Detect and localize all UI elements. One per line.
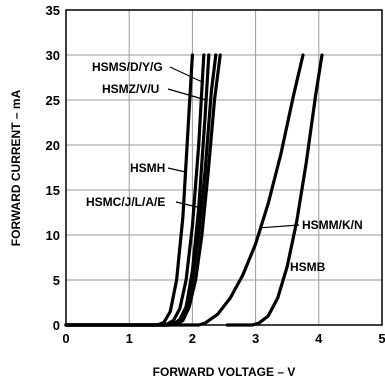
- x-tick-label: 2: [189, 331, 196, 346]
- y-axis-title: FORWARD CURRENT – mA: [9, 89, 23, 246]
- series-callout-label: HSMB: [290, 260, 326, 274]
- series-callout-label: HSMS/D/Y/G: [92, 60, 163, 74]
- callout-leader: [167, 167, 186, 173]
- series-line-6: [225, 53, 324, 327]
- callout-leader: [283, 266, 288, 276]
- y-tick-label: 35: [46, 3, 60, 18]
- y-tick-labels: 0 5 10 15 20 25 30 35: [46, 3, 60, 333]
- annotation-layer: HSMS/D/Y/G HSMZ/V/U HSMH HSMC/J/L/A/E HSMM/K…: [86, 60, 363, 276]
- plot-area-background: [66, 10, 382, 325]
- x-axis-title: FORWARD VOLTAGE – V: [153, 365, 296, 379]
- y-tick-label: 20: [46, 138, 60, 153]
- series-line-5: [64, 53, 305, 327]
- y-tick-label: 5: [53, 273, 60, 288]
- y-tick-label: 0: [53, 318, 60, 333]
- callout-leader: [175, 201, 202, 209]
- series-callout-label: HSMC/J/L/A/E: [86, 195, 165, 209]
- callout-leader: [260, 224, 300, 229]
- y-tick-label: 10: [46, 228, 60, 243]
- callout-leader: [167, 88, 207, 101]
- series-callout-label: HSMZ/V/U: [102, 82, 159, 96]
- x-tick-label: 5: [378, 331, 385, 346]
- y-tick-label: 15: [46, 183, 60, 198]
- x-tick-label: 0: [62, 331, 69, 346]
- plot-frame: [65, 9, 383, 326]
- series-callout-label: HSMM/K/N: [302, 218, 363, 232]
- x-tick-label: 4: [315, 331, 323, 346]
- x-tick-labels: 0 1 2 3 4 5: [62, 331, 385, 346]
- callout-leader: [169, 66, 203, 83]
- x-tick-label: 1: [126, 331, 133, 346]
- y-tick-label: 25: [46, 93, 60, 108]
- x-tick-label: 3: [252, 331, 259, 346]
- series-callout-label: HSMH: [130, 161, 165, 175]
- y-tick-label: 30: [46, 48, 60, 63]
